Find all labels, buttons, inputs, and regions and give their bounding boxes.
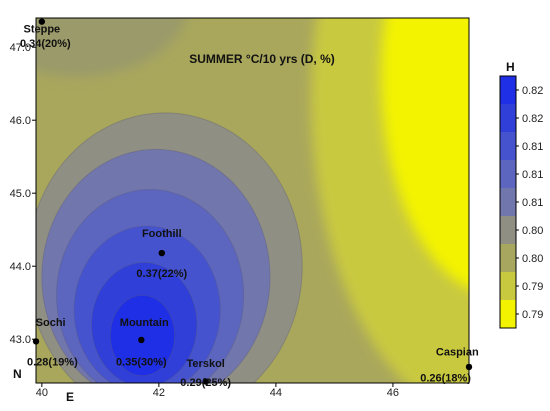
station-dot bbox=[32, 338, 40, 345]
y-axis-label: N bbox=[13, 367, 22, 381]
station-name: Sochi bbox=[36, 317, 66, 329]
colorbar-swatch bbox=[500, 216, 516, 245]
colorbar-label: 0.81 bbox=[522, 197, 543, 209]
station-dot bbox=[38, 18, 46, 25]
station-value: 0.28(19%) bbox=[27, 356, 78, 368]
colorbar-label: 0.82 bbox=[522, 85, 543, 97]
station-dot bbox=[138, 336, 145, 344]
colorbar-swatch bbox=[500, 104, 516, 133]
station-value: 0.34(20%) bbox=[20, 38, 71, 50]
y-tick-label: 46.0 bbox=[10, 115, 31, 127]
x-axis-label: E bbox=[66, 390, 74, 404]
colorbar-label: 0.82 bbox=[522, 113, 543, 125]
station-markers: Steppe 0.34(20%) Foothill 0.37(22%) Sochi 0.2… bbox=[20, 18, 479, 389]
station-name: Caspian bbox=[436, 346, 479, 358]
y-tick-label: 47.0 bbox=[10, 42, 31, 54]
axes: 40 42 44 46 43.0 44.0 45.0 46.0 47.0 bbox=[10, 42, 399, 399]
colorbar-label: 0.79 bbox=[522, 281, 543, 293]
station-value: 0.37(22%) bbox=[136, 268, 187, 280]
station-name: Terskol bbox=[187, 358, 225, 370]
station-dot bbox=[465, 363, 473, 371]
station-name: Steppe bbox=[24, 24, 61, 36]
colorbar-label: 0.79 bbox=[522, 309, 543, 321]
contour-band-max-right bbox=[381, 18, 469, 289]
colorbar-swatch bbox=[500, 132, 516, 161]
station-dot bbox=[202, 378, 209, 385]
colorbar-title: H bbox=[506, 60, 515, 74]
station-name: Mountain bbox=[120, 317, 169, 329]
colorbar-swatch bbox=[500, 244, 516, 273]
colorbar-swatch bbox=[500, 272, 516, 301]
station-value: 0.29(25%) bbox=[180, 377, 231, 389]
colorbar-swatch bbox=[500, 160, 516, 189]
plot-frame bbox=[35, 17, 470, 384]
colorbar-label: 0.81 bbox=[522, 169, 543, 181]
station-dot bbox=[158, 249, 166, 257]
colorbar-label: 0.81 bbox=[522, 141, 543, 153]
colorbar-label: 0.80 bbox=[522, 253, 543, 265]
station-value: 0.26(18%) bbox=[420, 373, 471, 385]
y-tick-label: 45.0 bbox=[10, 188, 31, 200]
chart-title: SUMMER °C/10 yrs (D, %) bbox=[189, 52, 335, 66]
y-tick-label: 44.0 bbox=[10, 261, 31, 273]
colorbar-label: 0.80 bbox=[522, 225, 543, 237]
y-tick-label: 43.0 bbox=[10, 334, 31, 346]
x-tick-label: 44 bbox=[270, 387, 282, 399]
station-value: 0.35(30%) bbox=[116, 356, 167, 368]
contour-band-5 bbox=[109, 294, 176, 377]
colorbar-swatch bbox=[500, 188, 516, 217]
colorbar: 0.82 0.82 0.81 0.81 0.81 0.80 0.80 0.79 0.79 bbox=[499, 75, 543, 329]
contour-band-top-left bbox=[36, 18, 186, 77]
colorbar-swatch bbox=[500, 76, 516, 105]
x-tick-label: 40 bbox=[36, 387, 48, 399]
station-name: Foothill bbox=[142, 228, 182, 240]
x-tick-label: 46 bbox=[387, 387, 399, 399]
x-tick-label: 42 bbox=[153, 387, 165, 399]
colorbar-swatch bbox=[500, 300, 516, 329]
